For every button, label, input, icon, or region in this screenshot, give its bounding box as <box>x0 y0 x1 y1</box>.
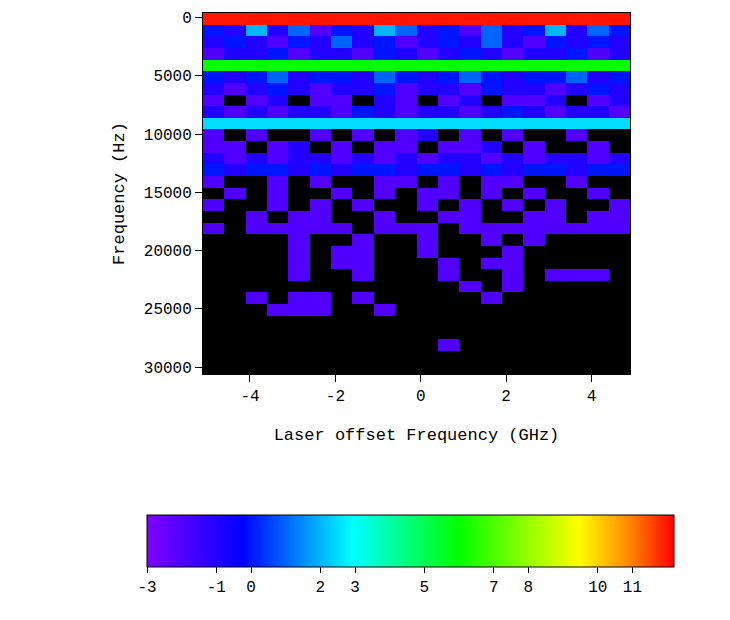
svg-text:10: 10 <box>588 579 607 597</box>
svg-text:2: 2 <box>316 579 326 597</box>
svg-text:5000: 5000 <box>153 68 191 86</box>
svg-text:2: 2 <box>501 388 511 406</box>
svg-text:0: 0 <box>416 388 426 406</box>
svg-text:-2: -2 <box>326 388 345 406</box>
svg-text:4: 4 <box>587 388 597 406</box>
svg-text:5: 5 <box>420 579 430 597</box>
svg-text:15000: 15000 <box>144 185 192 203</box>
svg-text:8: 8 <box>524 579 534 597</box>
svg-text:11: 11 <box>623 579 642 597</box>
svg-text:0: 0 <box>182 10 192 28</box>
svg-text:Frequency (Hz): Frequency (Hz) <box>110 122 129 265</box>
svg-text:-4: -4 <box>240 388 259 406</box>
svg-text:20000: 20000 <box>144 243 192 261</box>
svg-text:0: 0 <box>246 579 256 597</box>
svg-text:30000: 30000 <box>144 360 192 378</box>
svg-text:25000: 25000 <box>144 301 192 319</box>
svg-text:Laser offset Frequency (GHz): Laser offset Frequency (GHz) <box>274 426 560 445</box>
svg-text:-3: -3 <box>137 579 156 597</box>
svg-text:-1: -1 <box>207 579 226 597</box>
svg-text:7: 7 <box>489 579 499 597</box>
svg-text:3: 3 <box>350 579 360 597</box>
svg-text:10000: 10000 <box>144 127 192 145</box>
